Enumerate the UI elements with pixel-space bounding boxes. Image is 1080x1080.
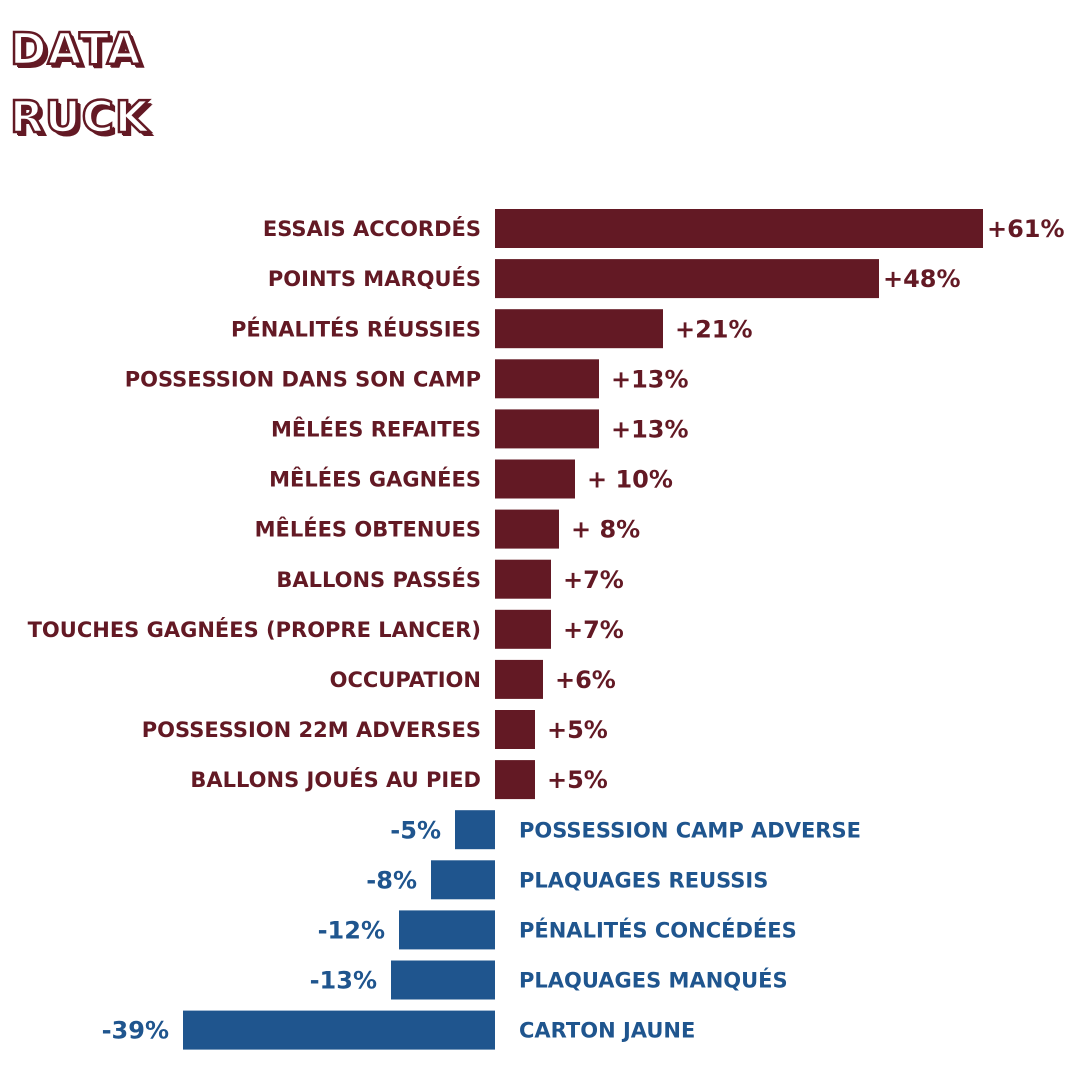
- value-label: +21%: [675, 315, 753, 343]
- value-label: +5%: [547, 766, 608, 794]
- value-label: +13%: [611, 365, 689, 393]
- bar-7: [495, 509, 559, 549]
- bar-15: [399, 910, 495, 950]
- category-label: PLAQUAGES MANQUÉS: [519, 968, 788, 993]
- category-label: BALLONS JOUÉS AU PIED: [190, 767, 481, 792]
- bar-16: [391, 960, 495, 1000]
- value-label: +7%: [563, 566, 624, 594]
- value-label: + 8%: [571, 516, 640, 544]
- bar-13: [455, 810, 495, 850]
- value-label: -12%: [318, 917, 385, 945]
- value-label: +7%: [563, 616, 624, 644]
- category-label: CARTON JAUNE: [519, 1019, 695, 1043]
- category-label: ESSAIS ACCORDÉS: [263, 216, 481, 241]
- value-label: -39%: [102, 1017, 169, 1045]
- value-label: +13%: [611, 416, 689, 444]
- value-label: -5%: [390, 816, 441, 844]
- value-label: + 10%: [587, 466, 673, 494]
- value-label: +6%: [555, 666, 616, 694]
- category-label: POINTS MARQUÉS: [268, 266, 481, 291]
- bar-17: [183, 1010, 495, 1050]
- bar-3: [495, 309, 663, 349]
- category-label: POSSESSION CAMP ADVERSE: [519, 818, 861, 842]
- category-label: PÉNALITÉS CONCÉDÉES: [519, 917, 797, 942]
- bar-11: [495, 710, 535, 749]
- category-label: TOUCHES GAGNÉES (PROPRE LANCER): [28, 617, 481, 642]
- value-label: -13%: [310, 967, 377, 995]
- bar-1: [495, 209, 983, 248]
- bar-5: [495, 409, 599, 449]
- bar-12: [495, 760, 535, 800]
- category-label: PÉNALITÉS RÉUSSIES: [231, 316, 481, 341]
- category-label: POSSESSION DANS SON CAMP: [125, 367, 481, 391]
- value-label: +61%: [987, 215, 1065, 243]
- value-label: -8%: [366, 866, 417, 894]
- bar-6: [495, 459, 575, 499]
- bar-4: [495, 359, 599, 399]
- category-label: BALLONS PASSÉS: [276, 567, 481, 592]
- bar-10: [495, 659, 543, 699]
- bar-8: [495, 559, 551, 599]
- value-label: +5%: [547, 716, 608, 744]
- value-label: +48%: [883, 265, 961, 293]
- bar-9: [495, 609, 551, 649]
- category-label: OCCUPATION: [330, 668, 481, 692]
- category-label: PLAQUAGES REUSSIS: [519, 868, 768, 892]
- logo-data: DATA: [9, 24, 142, 75]
- category-label: POSSESSION 22M ADVERSES: [142, 718, 481, 742]
- category-label: MÊLÉES REFAITES: [271, 416, 481, 441]
- logo-ruck: RUCK: [9, 92, 151, 143]
- category-label: MÊLÉES GAGNÉES: [269, 467, 481, 492]
- bar-2: [495, 259, 879, 299]
- bar-14: [431, 860, 495, 900]
- category-label: MÊLÉES OBTENUES: [255, 517, 481, 542]
